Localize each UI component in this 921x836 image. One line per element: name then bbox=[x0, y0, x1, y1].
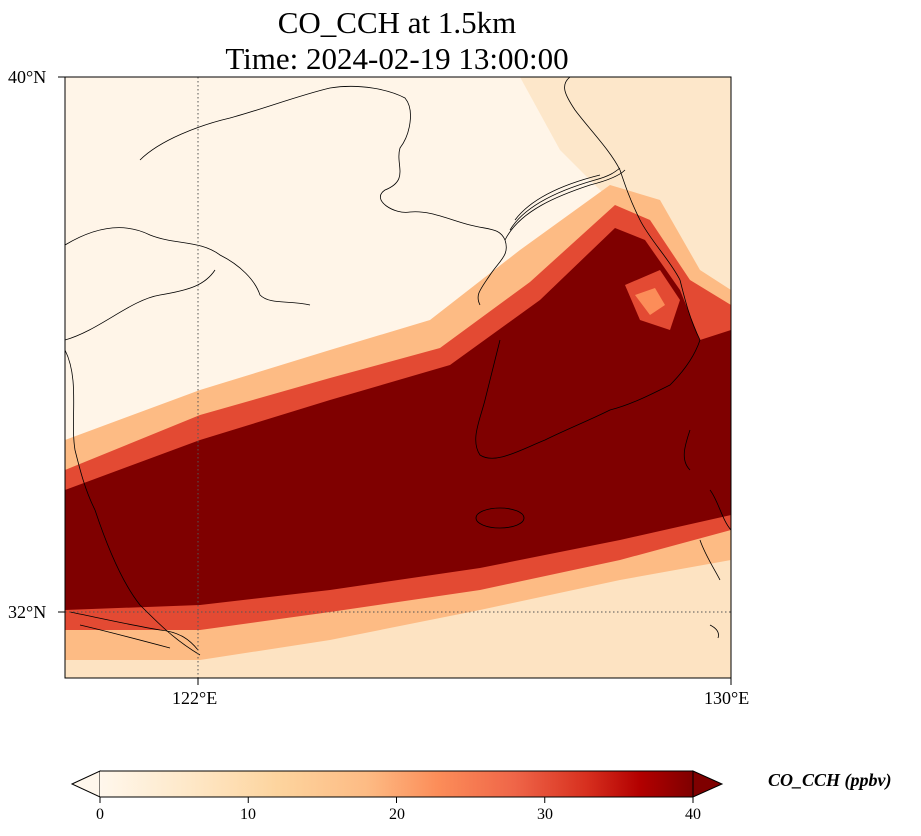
colorbar-min-extend bbox=[70, 770, 101, 798]
colorbar-tick-label: 0 bbox=[96, 806, 104, 823]
colorbar-tick-label: 20 bbox=[389, 806, 405, 823]
colorbar-tick-label: 40 bbox=[685, 806, 701, 823]
colorbar-tick-label: 10 bbox=[240, 806, 256, 823]
field-plume-core bbox=[65, 228, 731, 610]
colorbar-max-extend bbox=[692, 770, 724, 798]
colorbar-tick-label: 30 bbox=[537, 806, 553, 823]
colorbar-gradient bbox=[100, 771, 693, 797]
x-tick-label: 130°E bbox=[704, 688, 750, 708]
y-tick-label: 40°N bbox=[8, 67, 47, 87]
coastlines bbox=[65, 77, 731, 656]
map-frame bbox=[64, 76, 732, 679]
map-title-line1: CO_CCH at 1.5km bbox=[277, 5, 517, 40]
y-tick-label: 32°N bbox=[8, 602, 47, 622]
colorbar-label: CO_CCH (ppbv) bbox=[768, 770, 892, 790]
x-tick-label: 122°E bbox=[172, 688, 218, 708]
map-title-line2: Time: 2024-02-19 13:00:00 bbox=[225, 41, 569, 76]
